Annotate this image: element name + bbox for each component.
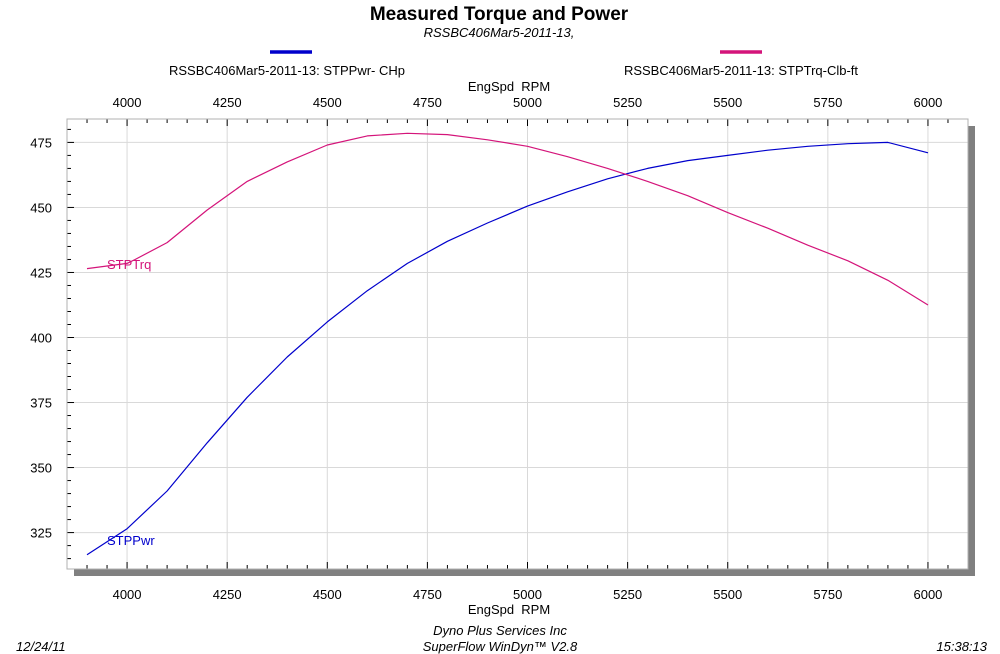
y-tick-label: 400 bbox=[30, 330, 52, 345]
footer-date: 12/24/11 bbox=[16, 639, 66, 654]
legend-power-label: RSSBC406Mar5-2011-13: STPPwr- CHp bbox=[169, 63, 405, 78]
x-tick-label-top: 5000 bbox=[513, 95, 542, 110]
y-tick-label: 425 bbox=[30, 265, 52, 280]
footer-company: Dyno Plus Services Inc bbox=[433, 623, 567, 638]
x-tick-label: 4750 bbox=[413, 587, 442, 602]
y-tick-label: 325 bbox=[30, 526, 52, 541]
x-tick-label: 6000 bbox=[913, 587, 942, 602]
y-tick-label: 475 bbox=[30, 135, 52, 150]
x-axis-label-bottom: EngSpd RPM bbox=[468, 602, 550, 617]
power-series-line bbox=[86, 141, 929, 556]
torque-series-line bbox=[86, 132, 929, 306]
x-tick-label-top: 4250 bbox=[213, 95, 242, 110]
chart-subtitle: RSSBC406Mar5-2011-13, bbox=[424, 25, 575, 40]
series-label-torque: STPTrq bbox=[107, 257, 151, 272]
x-tick-label: 5500 bbox=[713, 587, 742, 602]
legend-torque-label: RSSBC406Mar5-2011-13: STPTrq-Clb-ft bbox=[624, 63, 858, 78]
x-axis-label-top: EngSpd RPM bbox=[468, 79, 550, 94]
x-tick-label: 4500 bbox=[313, 587, 342, 602]
x-tick-label-top: 4000 bbox=[113, 95, 142, 110]
x-tick-label-top: 4500 bbox=[313, 95, 342, 110]
series-lines bbox=[86, 132, 929, 556]
chart-title: Measured Torque and Power bbox=[370, 4, 629, 25]
x-tick-label-top: 4750 bbox=[413, 95, 442, 110]
y-tick-label: 375 bbox=[30, 396, 52, 411]
plot-border bbox=[66, 118, 969, 570]
y-tick-label: 350 bbox=[30, 461, 52, 476]
x-tick-label: 4000 bbox=[113, 587, 142, 602]
x-tick-label-top: 6000 bbox=[913, 95, 942, 110]
x-tick-label: 4250 bbox=[213, 587, 242, 602]
x-tick-label-top: 5750 bbox=[813, 95, 842, 110]
x-tick-label-top: 5250 bbox=[613, 95, 642, 110]
footer-time: 15:38:13 bbox=[936, 639, 987, 654]
x-tick-label: 5250 bbox=[613, 587, 642, 602]
axis-ticks: 4000 4000 4250 4250 4500 4500 4750 4750 5000 5000… bbox=[30, 95, 949, 602]
y-tick-label: 450 bbox=[30, 200, 52, 215]
series-label-power: STPPwr bbox=[107, 533, 155, 548]
x-tick-label: 5000 bbox=[513, 587, 542, 602]
footer-software: SuperFlow WinDyn™ V2.8 bbox=[423, 639, 578, 654]
grid-lines bbox=[67, 119, 968, 569]
x-tick-label: 5750 bbox=[813, 587, 842, 602]
plot-area bbox=[67, 119, 968, 569]
x-tick-label-top: 5500 bbox=[713, 95, 742, 110]
